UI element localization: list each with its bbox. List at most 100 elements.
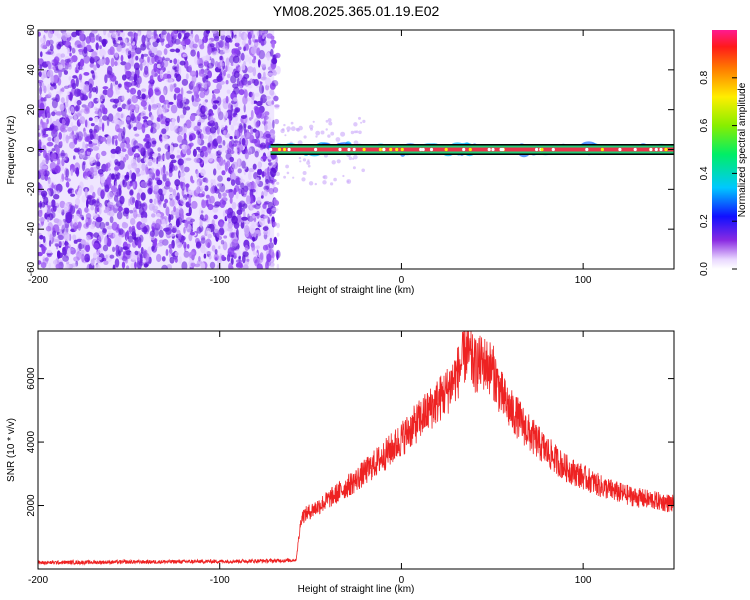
noise-speckle [88, 83, 93, 93]
noise-speckle [49, 125, 55, 130]
noise-speckle [200, 262, 206, 269]
spectrogram-marks [38, 30, 674, 269]
noise-speckle [248, 84, 253, 89]
noise-speckle [38, 152, 41, 157]
noise-speckle [150, 114, 154, 121]
noise-speckle [171, 227, 177, 233]
noise-speckle [195, 241, 202, 249]
noise-speckle [46, 207, 52, 216]
noise-speckle [173, 83, 177, 88]
noise-speckle [148, 90, 153, 97]
noise-speckle [205, 194, 210, 199]
noise-speckle [120, 141, 125, 149]
noise-speckle [241, 216, 249, 221]
noise-speckle [265, 84, 270, 91]
noise-speckle [203, 81, 208, 90]
noise-speckle [46, 141, 54, 147]
noise-speckle [225, 65, 228, 73]
noise-speckle [143, 226, 148, 235]
noise-speckle [173, 93, 177, 101]
noise-speckle [122, 180, 127, 188]
noise-speckle [175, 195, 179, 200]
noise-speckle [174, 179, 181, 187]
noise-speckle [90, 205, 95, 211]
noise-speckle [185, 157, 192, 161]
noise-speckle [114, 80, 119, 85]
noise-speckle [111, 135, 115, 145]
noise-speckle [207, 203, 214, 211]
noise-speckle [266, 207, 272, 214]
noise-speckle [250, 126, 254, 135]
noise-speckle [225, 80, 229, 85]
noise-speckle [69, 52, 72, 57]
noise-speckle [84, 188, 88, 198]
noise-speckle [242, 95, 248, 105]
band-highlight [287, 147, 291, 152]
noise-speckle [207, 146, 212, 154]
spectrogram-xlabel: Height of straight line (km) [298, 285, 415, 296]
noise-speckle [121, 148, 127, 152]
noise-speckle [209, 261, 216, 269]
noise-speckle [149, 75, 154, 83]
noise-speckle [70, 169, 74, 177]
noise-speckle [40, 165, 48, 170]
noise-speckle [148, 50, 152, 56]
noise-speckle [64, 114, 69, 122]
noise-speckle [219, 199, 226, 209]
band-highlight [501, 147, 505, 152]
noise-speckle [161, 264, 168, 269]
noise-speckle [54, 165, 61, 174]
noise-speckle [229, 149, 235, 155]
noise-speckle [126, 230, 130, 240]
noise-speckle [236, 209, 243, 215]
noise-speckle [178, 126, 186, 136]
noise-speckle [64, 241, 69, 246]
noise-speckle [155, 193, 159, 199]
noise-speckle [263, 230, 268, 236]
noise-speckle [141, 163, 146, 171]
faint-dot [320, 130, 325, 135]
faint-dot [307, 159, 310, 162]
noise-speckle [129, 189, 134, 195]
noise-speckle [204, 151, 208, 158]
y-tick-label: 20 [26, 104, 37, 116]
noise-speckle [182, 106, 187, 116]
noise-speckle [250, 46, 257, 55]
noise-speckle [139, 57, 145, 64]
noise-speckle [189, 142, 194, 147]
noise-speckle [93, 232, 100, 238]
noise-speckle [223, 222, 229, 232]
noise-speckle [80, 108, 86, 113]
noise-speckle [215, 49, 220, 56]
noise-speckle [127, 76, 135, 81]
noise-speckle [116, 107, 123, 112]
noise-speckle [180, 213, 184, 221]
noise-speckle [248, 38, 252, 45]
faint-dot [353, 154, 358, 160]
noise-speckle [98, 36, 102, 43]
noise-speckle [47, 83, 51, 93]
noise-speckle [137, 89, 142, 97]
noise-speckle [118, 83, 122, 88]
noise-speckle [64, 40, 71, 48]
noise-speckle [104, 74, 108, 84]
noise-speckle [153, 184, 160, 192]
noise-speckle [175, 73, 182, 82]
x-tick-label: -100 [210, 275, 230, 286]
noise-speckle [194, 263, 201, 268]
noise-speckle [255, 252, 258, 256]
noise-speckle [169, 233, 175, 237]
faint-dot [286, 171, 290, 175]
noise-speckle [69, 92, 73, 102]
y-tick-label: 2000 [26, 494, 37, 517]
noise-speckle [212, 104, 218, 110]
noise-speckle [263, 185, 270, 191]
noise-speckle [38, 217, 46, 222]
noise-speckle [266, 253, 272, 263]
x-tick-label: 0 [399, 575, 405, 586]
faint-dot [286, 126, 291, 131]
noise-speckle [135, 122, 143, 130]
noise-speckle [172, 65, 177, 70]
noise-speckle [153, 238, 157, 247]
